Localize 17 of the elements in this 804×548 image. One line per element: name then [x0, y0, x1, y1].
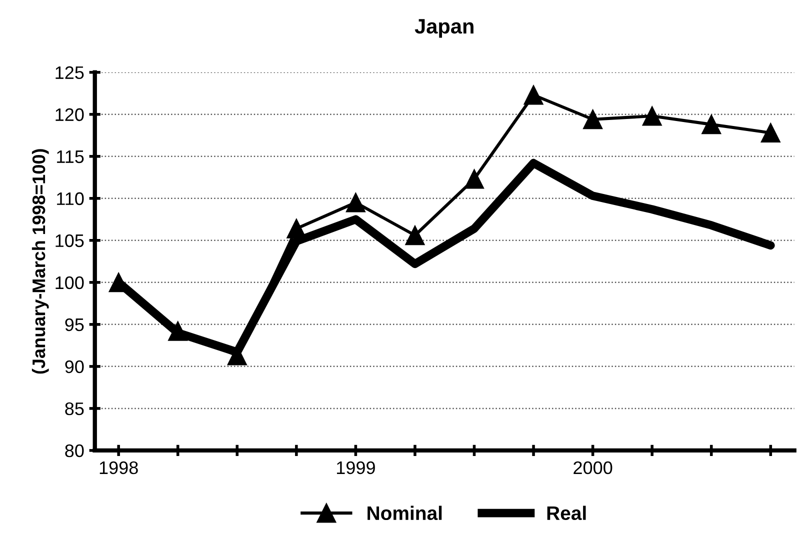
y-tick-label: 90	[65, 360, 84, 374]
y-tick-label: 85	[65, 402, 84, 416]
legend-label: Nominal	[368, 506, 442, 520]
x-tick-label: 1998	[100, 461, 138, 474]
y-tick-label: 110	[57, 192, 84, 206]
legend-label: Real	[547, 506, 586, 520]
y-axis-title: (January-March 1998=100)	[32, 149, 49, 374]
x-tick-label: 2000	[574, 461, 612, 474]
y-tick-label: 100	[56, 276, 84, 290]
chart-title: Japan	[414, 19, 474, 38]
y-tick-label: 120	[56, 108, 84, 122]
y-tick-label: 115	[57, 150, 84, 164]
x-tick-label: 1999	[336, 461, 375, 474]
y-tick-label: 80	[65, 444, 84, 458]
y-tick-label: 95	[65, 318, 84, 332]
y-tick-label: 105	[56, 234, 84, 248]
y-tick-label: 125	[56, 66, 84, 80]
